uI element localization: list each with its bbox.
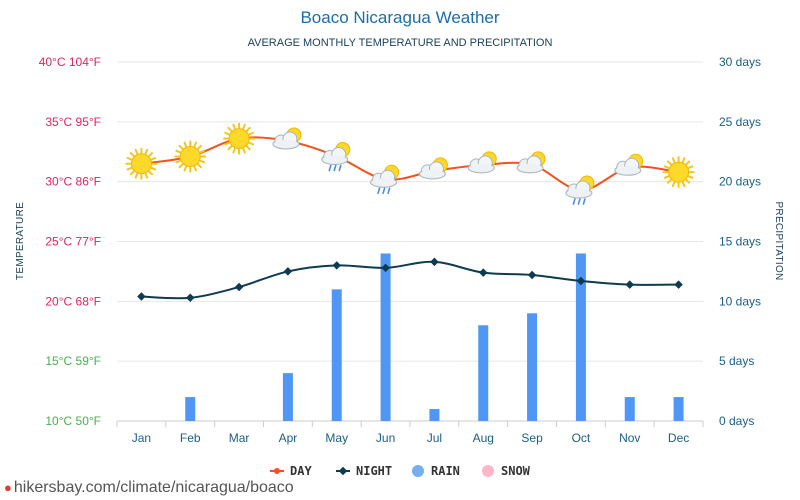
night-point xyxy=(430,257,439,267)
partly-cloudy-icon xyxy=(516,151,546,174)
left-tick-label: 35°C 95°F xyxy=(45,115,101,129)
rain-cloud-icon xyxy=(370,164,400,195)
left-tick-label: 20°C 68°F xyxy=(45,294,101,308)
month-label: Dec xyxy=(668,431,689,445)
rain-bar xyxy=(185,397,196,421)
night-point xyxy=(576,276,586,286)
night-point xyxy=(234,282,244,292)
night-point xyxy=(381,263,390,273)
night-point xyxy=(137,292,146,301)
rain-bar xyxy=(331,289,342,421)
right-axis-ticks: 30 days 25 days 20 days 15 days 10 days 5 day… xyxy=(719,55,761,428)
rain-bar xyxy=(282,373,293,421)
month-label: Oct xyxy=(572,431,591,445)
chart-title: Boaco Nicaragua Weather xyxy=(300,8,499,27)
partly-cloudy-icon xyxy=(418,157,448,180)
sun-icon xyxy=(125,147,158,180)
partly-cloudy-icon xyxy=(467,151,497,174)
month-label: Aug xyxy=(473,431,494,445)
month-label: Sep xyxy=(521,431,543,445)
night-point xyxy=(283,267,293,276)
right-tick-label: 25 days xyxy=(719,115,761,129)
month-label: May xyxy=(325,431,348,445)
legend-label: DAY xyxy=(290,464,312,478)
legend-item-day[interactable]: DAY xyxy=(270,464,312,478)
right-tick-label: 10 days xyxy=(719,294,761,308)
month-label: Apr xyxy=(279,431,298,445)
sun-icon xyxy=(223,122,256,155)
rain-bar xyxy=(380,253,391,421)
legend-label: SNOW xyxy=(501,464,531,478)
rain-bar xyxy=(429,409,440,421)
right-tick-label: 5 days xyxy=(719,354,754,368)
sun-icon xyxy=(662,156,695,189)
night-line xyxy=(141,260,679,300)
legend-item-rain[interactable]: RAIN xyxy=(412,464,460,478)
sun-icon xyxy=(174,140,207,173)
rain-bar xyxy=(624,397,635,421)
right-tick-label: 0 days xyxy=(719,414,754,428)
left-tick-label: 15°C 59°F xyxy=(45,354,101,368)
month-label: Nov xyxy=(619,431,640,445)
rain-cloud-icon xyxy=(321,142,351,172)
left-tick-label: 25°C 77°F xyxy=(45,235,101,249)
right-tick-label: 15 days xyxy=(719,235,761,249)
month-label: Feb xyxy=(180,431,201,445)
left-tick-label: 10°C 50°F xyxy=(45,414,101,428)
rain-cloud-icon xyxy=(565,175,595,205)
partly-cloudy-icon xyxy=(614,153,644,176)
rain-bar xyxy=(527,313,538,421)
month-label: Jan xyxy=(132,431,151,445)
right-tick-label: 30 days xyxy=(719,55,761,69)
legend: DAY NIGHT RAIN SNOW xyxy=(270,464,531,478)
night-point xyxy=(625,280,634,289)
night-point xyxy=(479,268,488,277)
left-tick-label: 40°C 104°F xyxy=(39,55,101,69)
night-point xyxy=(674,280,683,289)
rain-bar xyxy=(673,397,684,421)
gridlines xyxy=(117,61,703,422)
right-tick-label: 20 days xyxy=(719,175,761,189)
night-point xyxy=(332,261,341,270)
weather-icons xyxy=(125,122,695,205)
partly-cloudy-icon xyxy=(272,127,302,150)
location-pin-icon: ● xyxy=(4,480,12,495)
legend-item-snow[interactable]: SNOW xyxy=(482,464,531,478)
rain-bar xyxy=(575,253,586,421)
chart-subtitle: AVERAGE MONTHLY TEMPERATURE AND PRECIPIT… xyxy=(248,37,553,49)
night-point xyxy=(186,293,195,302)
left-axis-title: TEMPERATURE xyxy=(15,202,26,280)
month-label: Jul xyxy=(427,431,442,445)
weather-chart: Boaco Nicaragua Weather AVERAGE MONTHLY … xyxy=(15,8,784,478)
legend-label: NIGHT xyxy=(356,464,392,478)
month-label: Jun xyxy=(376,431,395,445)
month-label: Mar xyxy=(229,431,250,445)
left-axis-ticks: 40°C 104°F 35°C 95°F 30°C 86°F 25°C 77°F 20°… xyxy=(39,55,101,428)
right-axis-title: PRECIPITATION xyxy=(773,201,784,280)
month-ticks: Jan Feb Mar Apr May Jun Jul Aug Sep Oct Nov Dec xyxy=(116,421,704,445)
legend-label: RAIN xyxy=(431,464,460,478)
night-series xyxy=(137,257,683,302)
night-point xyxy=(527,270,537,280)
legend-item-night[interactable]: NIGHT xyxy=(336,464,392,478)
rain-bars xyxy=(185,253,684,421)
rain-bar xyxy=(478,325,489,421)
footer-text: hikersbay.com/climate/nicaragua/boaco xyxy=(13,479,294,496)
left-tick-label: 30°C 86°F xyxy=(45,175,101,189)
day-series xyxy=(138,135,682,194)
footer-link[interactable]: ● hikersbay.com/climate/nicaragua/boaco xyxy=(4,479,294,497)
